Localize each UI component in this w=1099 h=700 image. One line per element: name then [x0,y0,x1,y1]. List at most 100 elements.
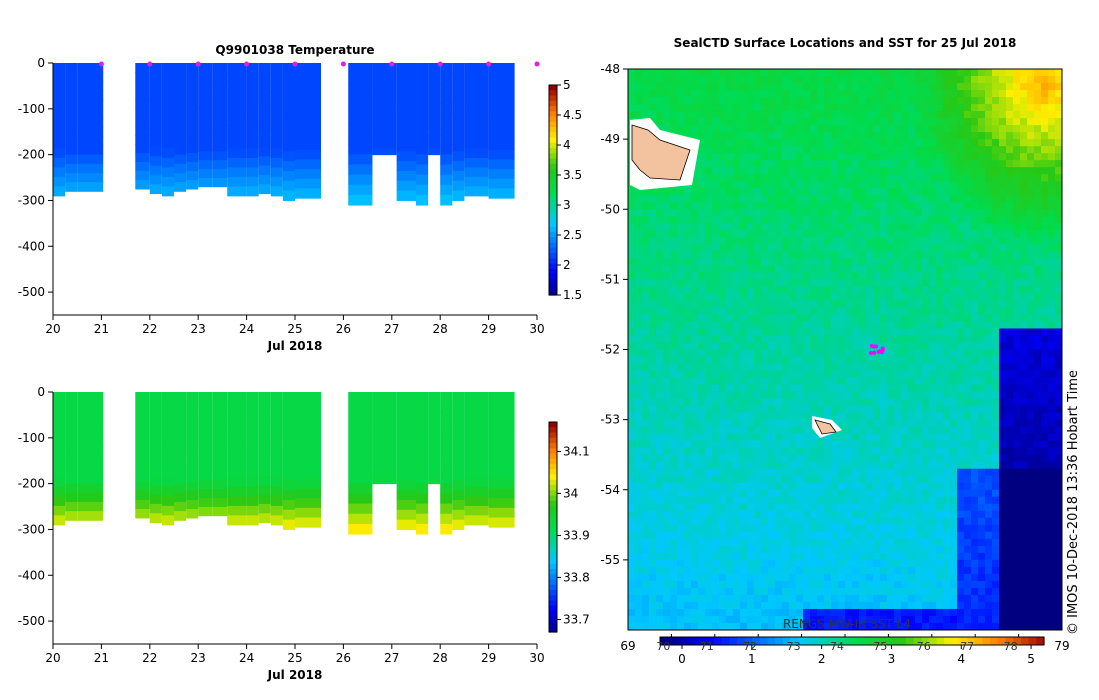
colorbar-segment [549,116,557,123]
sst-cell [705,90,713,98]
sst-cell [887,167,895,175]
sst-cell [936,335,944,343]
sst-cell [712,356,720,365]
sst-cell [754,552,762,561]
profile-cell [476,81,489,92]
colorbar-segment [549,121,557,128]
sst-cell [957,279,965,287]
sst-cell [803,153,811,161]
sst-cell [810,524,818,533]
sst-cell [817,83,825,91]
sst-cell [838,223,846,231]
sst-cell [691,489,699,498]
sst-cell [705,174,713,182]
sst-cell [943,202,951,210]
sst-cell [866,160,874,168]
sst-cell [789,594,797,603]
sst-cell [684,90,692,98]
sst-cell [768,412,776,421]
profile-cell [348,402,373,413]
sst-cell [789,510,797,519]
sst-cell [894,356,902,365]
sst-cell [978,265,986,273]
sst-cell [838,419,846,428]
sst-cell [677,314,685,322]
sst-cell [635,69,643,77]
profile-cell [258,165,271,176]
sst-cell [761,258,769,266]
profile-cell [135,108,150,118]
sst-cell [845,111,853,119]
sst-cell [705,440,713,449]
profile-cell [174,154,187,165]
x-tick-label: 21 [94,651,109,665]
sst-cell [929,195,937,203]
sst-cell [670,251,678,259]
sst-cell [887,230,895,238]
profile-cell [161,81,174,92]
sst-cell [635,454,643,463]
sst-cell [810,279,818,287]
sst-cell [754,83,762,91]
sst-cell [635,468,643,477]
sst-cell [845,342,853,350]
sst-cell [740,384,748,393]
sst-cell [971,475,979,484]
sst-cell [649,524,657,533]
sst-cell [894,104,902,112]
sst-cell [964,132,972,140]
sst-cell [761,622,769,631]
sst-cell [712,223,720,231]
sst-cell [810,461,818,470]
sst-cell [719,118,727,126]
sst-cell [929,335,937,343]
sst-cell [817,118,825,126]
profile-cell [174,81,187,91]
sst-cell [712,538,720,547]
sst-cell [957,153,965,161]
sst-cell [817,202,825,210]
sst-cell [894,531,902,540]
sst-cell [768,335,776,343]
sst-cell [705,468,713,477]
sst-cell [880,104,888,112]
sst-cell [761,300,769,308]
sst-cell [733,384,741,393]
profile-cell [396,509,416,521]
sst-cell [873,510,881,519]
sst-cell [957,468,965,477]
sst-cell [726,608,734,617]
profile-cell [246,467,259,478]
sst-cell [761,97,769,105]
sst-cell [831,594,839,603]
sst-cell [817,90,825,98]
sst-cell [880,475,888,484]
sst-cell [775,307,783,315]
profile-cell [198,124,213,135]
sst-cell [859,552,867,561]
sst-cell [852,195,860,203]
sst-cell [922,160,930,168]
sst-cell [698,622,706,631]
sst-cell [838,510,846,519]
sst-cell [978,468,986,477]
sst-cell [754,258,762,266]
sst-cell [817,230,825,238]
sst-cell [908,83,916,91]
profile-cell [440,483,453,494]
profile-cell [77,136,104,146]
profile-cell [270,138,283,149]
sst-cell [803,601,811,610]
sst-cell [852,440,860,449]
sst-cell [635,335,643,343]
sst-cell [649,594,657,603]
sst-cell [663,321,671,329]
profile-cell [212,462,228,473]
sst-cell [628,531,636,540]
profile-cell [464,505,477,516]
sst-cell [887,475,895,484]
sst-cell [719,69,727,77]
sst-cell [915,594,923,603]
sst-cell [775,69,783,77]
sst-cell [852,76,860,84]
